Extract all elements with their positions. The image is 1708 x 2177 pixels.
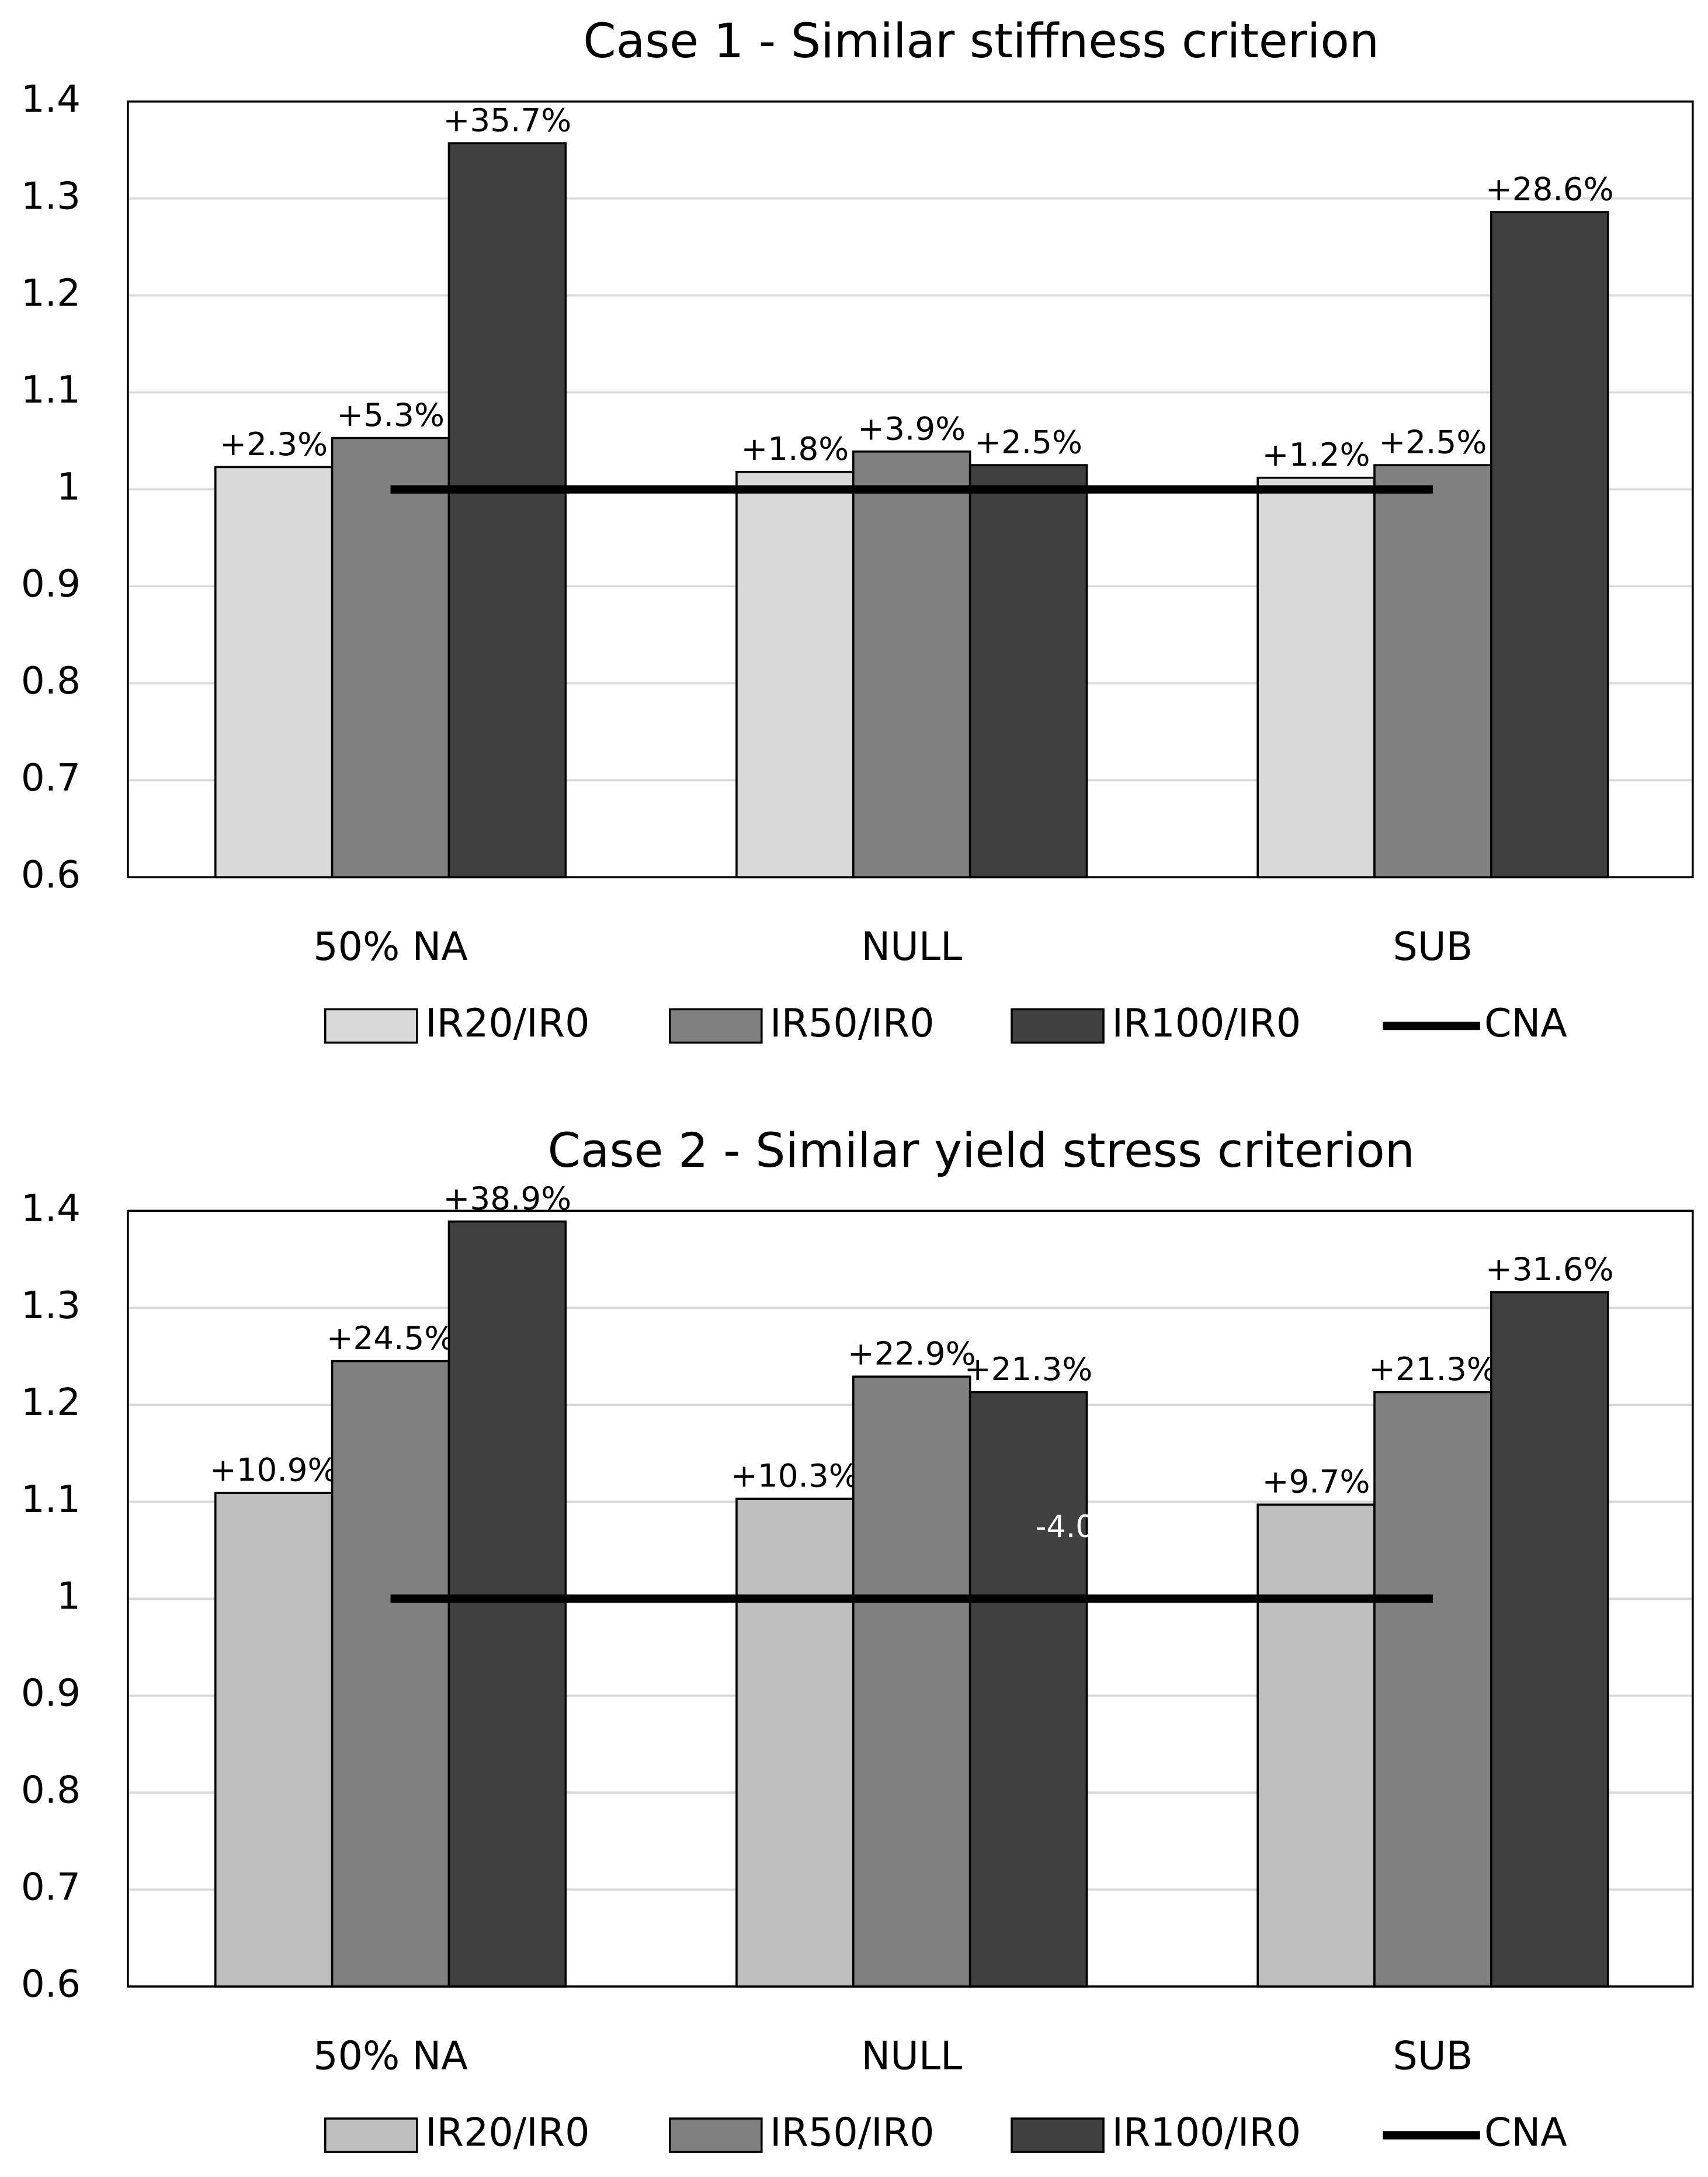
legend-label: CNA — [1484, 2110, 1567, 2155]
legend-label: IR100/IR0 — [1112, 1000, 1301, 1046]
value-label: +28.6% — [1485, 170, 1614, 207]
bar — [968, 1391, 1088, 1988]
bar — [1490, 211, 1609, 879]
x-tick-label: 50% NA — [313, 2033, 468, 2079]
y-tick-label: 1.4 — [21, 1187, 81, 1230]
bar — [1256, 476, 1376, 879]
y-tick-label: 1 — [57, 1575, 81, 1618]
legend-swatch — [668, 2117, 763, 2153]
y-tick-label: 0.8 — [21, 1769, 81, 1812]
value-label: +2.3% — [220, 425, 328, 463]
bar — [214, 466, 334, 879]
bar — [214, 1492, 334, 1988]
y-tick-label: 1 — [57, 465, 81, 509]
value-label: +38.9% — [443, 1180, 572, 1217]
x-tick-label: SUB — [1393, 2033, 1473, 2079]
bar — [852, 450, 971, 879]
y-tick-label: 0.9 — [21, 1672, 81, 1715]
chart-title: Case 2 - Similar yield stress criterion — [547, 1124, 1415, 1178]
value-label: +35.7% — [443, 102, 572, 139]
y-tick-label: 0.6 — [21, 1963, 81, 2006]
bar — [331, 1360, 450, 1988]
value-label: +31.6% — [1485, 1250, 1614, 1288]
legend-swatch — [1011, 2117, 1105, 2153]
chart-title: Case 1 - Similar stiffness criterion — [583, 14, 1379, 69]
bar — [1373, 464, 1492, 879]
legend-label: IR20/IR0 — [425, 2110, 589, 2155]
legend-swatch — [324, 1008, 418, 1044]
bar — [1490, 1291, 1609, 1988]
y-tick-label: 0.7 — [21, 756, 81, 800]
bar — [852, 1375, 971, 1988]
y-tick-label: 1.4 — [21, 77, 81, 121]
bar — [447, 1220, 567, 1988]
legend-label: IR50/IR0 — [770, 1000, 934, 1046]
value-label: +10.9% — [210, 1451, 338, 1489]
value-label: +2.5% — [1379, 424, 1487, 461]
bar — [735, 1497, 855, 1988]
value-label: +2.5% — [974, 424, 1082, 461]
annotation: -4.0% — [1035, 1509, 1124, 1545]
y-tick-label: 1.3 — [21, 174, 81, 218]
x-tick-label: NULL — [861, 924, 962, 969]
legend-label: CNA — [1484, 1000, 1567, 1046]
legend-swatch — [324, 2117, 418, 2153]
x-tick-label: NULL — [861, 2033, 962, 2079]
value-label: +1.2% — [1262, 436, 1370, 473]
value-label: +22.9% — [848, 1335, 976, 1372]
value-label: +21.3% — [1369, 1350, 1497, 1388]
y-tick-label: 0.7 — [21, 1866, 81, 1909]
value-label: +1.8% — [741, 430, 849, 467]
bar — [735, 470, 855, 879]
value-label: +10.3% — [731, 1457, 859, 1495]
y-tick-label: 0.9 — [21, 562, 81, 606]
value-label: +5.3% — [336, 396, 445, 434]
y-tick-label: 1.3 — [21, 1284, 81, 1327]
value-label: +9.7% — [1262, 1463, 1370, 1500]
value-label: +3.9% — [858, 410, 966, 447]
legend-label: IR20/IR0 — [425, 1000, 589, 1046]
bar — [447, 142, 567, 879]
legend-swatch — [1011, 1008, 1105, 1044]
legend-label: IR100/IR0 — [1112, 2110, 1301, 2155]
y-tick-label: 0.6 — [21, 853, 81, 897]
bar — [331, 436, 450, 879]
bar — [1256, 1503, 1376, 1988]
bar — [1373, 1391, 1492, 1988]
y-tick-label: 1.2 — [21, 271, 81, 315]
y-tick-label: 1.2 — [21, 1381, 81, 1424]
legend-label: IR50/IR0 — [770, 2110, 934, 2155]
y-tick-label: 0.8 — [21, 659, 81, 703]
x-tick-label: SUB — [1393, 924, 1473, 969]
y-tick-label: 1.1 — [21, 1478, 81, 1521]
x-tick-label: 50% NA — [313, 924, 468, 969]
value-label: +21.3% — [964, 1350, 1093, 1388]
bar — [968, 464, 1088, 879]
y-tick-label: 1.1 — [21, 368, 81, 412]
value-label: +24.5% — [327, 1319, 455, 1357]
legend-swatch — [668, 1008, 763, 1044]
